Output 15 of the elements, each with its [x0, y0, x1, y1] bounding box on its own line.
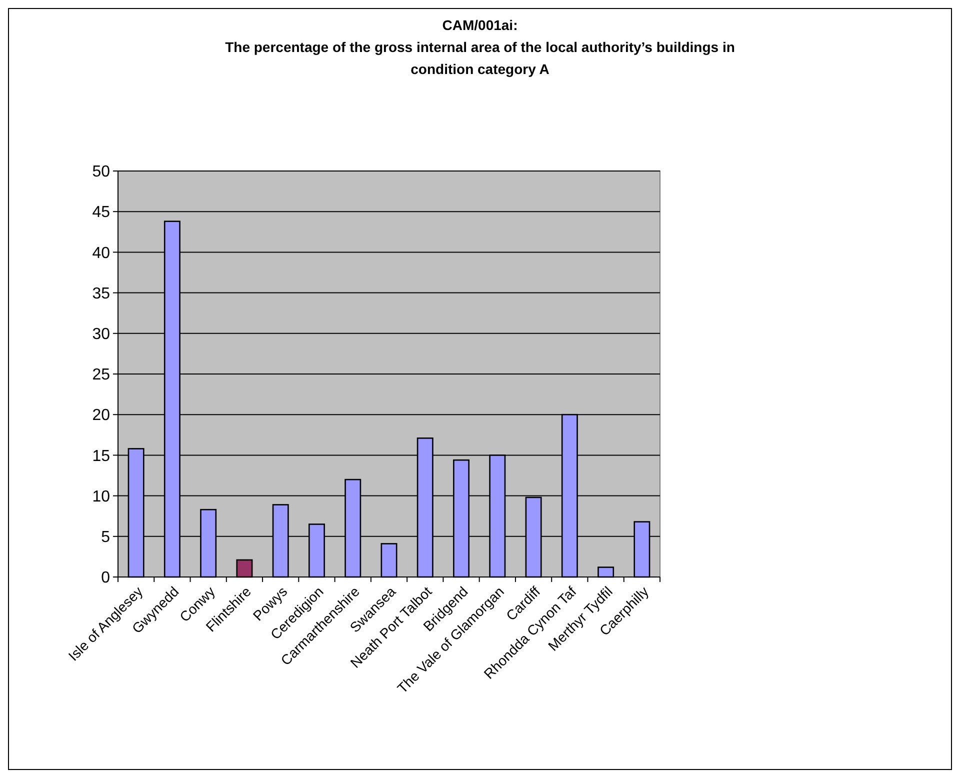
- bar: [598, 566, 614, 578]
- y-tick-label: 40: [92, 244, 110, 262]
- y-tick-label: 0: [101, 570, 110, 587]
- bar: [380, 543, 398, 578]
- y-tick-label: 25: [92, 366, 110, 384]
- y-tick-label: 50: [92, 164, 110, 181]
- bar: [236, 559, 253, 578]
- y-tick-label: 5: [101, 529, 110, 546]
- y-tick-label: 45: [92, 204, 110, 222]
- y-tick-label: 10: [92, 488, 110, 506]
- y-tick-label: 15: [92, 448, 110, 465]
- y-tick-label: 35: [92, 285, 110, 302]
- chart-title: CAM/001ai: The percentage of the gross internal area of the local authority’s buildings in condition category A: [225, 17, 735, 77]
- y-tick-label: 30: [92, 326, 110, 343]
- y-tick-label: 20: [92, 407, 110, 424]
